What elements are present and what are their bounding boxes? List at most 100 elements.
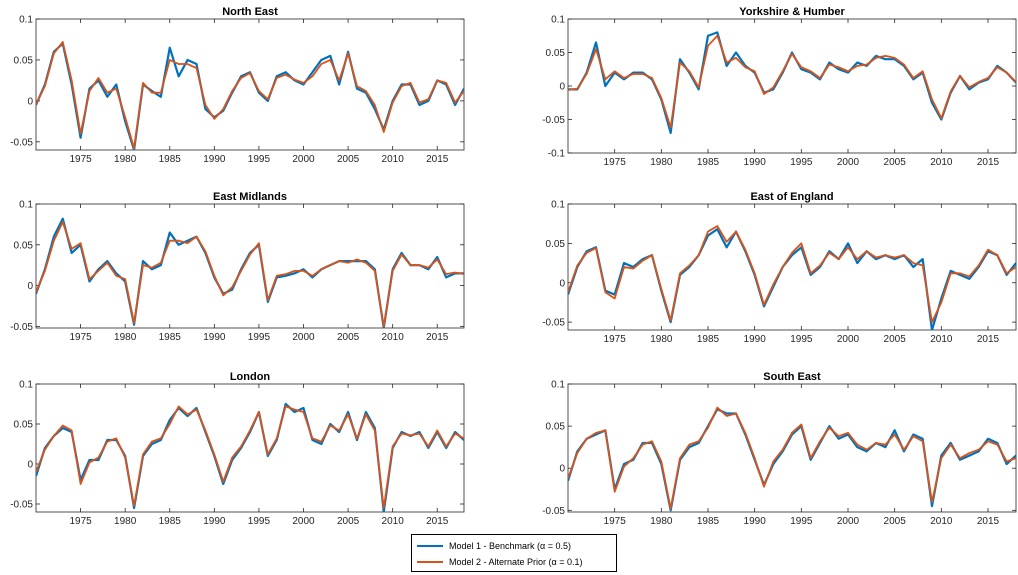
x-tick-label: 2000: [837, 516, 860, 527]
panel-1: North East -0.05 0 0.05 0.1 1975 1980 1985 1990 1…: [10, 6, 465, 165]
x-tick-label: 2000: [837, 334, 860, 345]
panel-3: East Midlands -0.05 0 0.05 0.1 1975 1980 1985 19…: [10, 191, 465, 343]
y-tick-label: 0: [27, 281, 33, 292]
y-tick-label: 0.05: [14, 55, 34, 66]
x-tick-label: 1980: [650, 157, 673, 168]
x-tick-label: 1980: [650, 334, 673, 345]
x-tick-label: 1980: [114, 516, 137, 527]
x-tick-label: 1990: [203, 154, 226, 165]
y-tick-label: -0.05: [10, 137, 33, 148]
legend-label-model-2: Model 2 - Alternate Prior (α = 0.1): [449, 557, 583, 567]
x-tick-label: 2000: [292, 516, 315, 527]
x-tick-label: 1985: [159, 154, 182, 165]
y-tick-label: 0.05: [546, 239, 566, 250]
x-tick-label: 2005: [337, 332, 360, 343]
panel-title: Yorkshire & Humber: [739, 6, 845, 18]
x-tick-label: 1975: [69, 154, 92, 165]
legend-item-model-2: Model 2 - Alternate Prior (α = 0.1): [412, 555, 583, 569]
x-tick-label: 1980: [650, 516, 673, 527]
y-tick-label: 0.1: [551, 380, 565, 391]
x-tick-label: 1995: [790, 334, 813, 345]
y-tick-label: 0: [559, 278, 565, 289]
panel-2: Yorkshire & Humber -0.1 -0.05 0 0.05 0.1 1975 1…: [542, 6, 1017, 168]
axes-box: [567, 18, 1017, 154]
x-tick-label: 1980: [114, 154, 137, 165]
x-tick-label: 1975: [604, 334, 627, 345]
panel-title: North East: [222, 6, 278, 18]
x-tick-label: 1975: [604, 157, 627, 168]
axes-box: [567, 203, 1017, 331]
x-tick-label: 1995: [248, 332, 271, 343]
panel-6: South East -0.05 0 0.05 0.1 1975 1980 1985 1990 1…: [542, 371, 1017, 527]
x-tick-label: 1990: [744, 157, 767, 168]
y-tick-label: 0: [559, 82, 565, 93]
series-line-model-1: [568, 31, 1016, 134]
x-tick-label: 2015: [426, 332, 449, 343]
panel-title: South East: [763, 371, 821, 383]
y-tick-label: 0.1: [19, 380, 33, 391]
legend-swatch-model-2: [417, 560, 443, 564]
series-line-model-2: [568, 406, 1016, 510]
x-tick-label: 1980: [114, 332, 137, 343]
y-tick-label: 0.05: [546, 422, 566, 433]
x-tick-label: 1990: [744, 516, 767, 527]
x-tick-label: 2010: [382, 332, 405, 343]
x-tick-label: 1990: [203, 516, 226, 527]
x-tick-label: 1990: [203, 332, 226, 343]
x-tick-label: 1975: [69, 332, 92, 343]
y-tick-label: 0: [27, 96, 33, 107]
x-tick-label: 2015: [977, 516, 1000, 527]
y-tick-label: 0.1: [551, 15, 565, 26]
y-tick-label: -0.1: [548, 149, 566, 160]
y-tick-label: 0: [559, 464, 565, 475]
y-tick-label: 0.05: [14, 240, 34, 251]
y-tick-label: -0.05: [10, 500, 33, 511]
x-tick-label: 1995: [248, 516, 271, 527]
y-tick-label: 0.05: [546, 48, 566, 59]
x-tick-label: 1985: [159, 516, 182, 527]
x-tick-label: 2005: [337, 154, 360, 165]
x-tick-label: 2005: [884, 516, 907, 527]
panel-title: London: [230, 371, 271, 383]
x-tick-label: 2015: [426, 154, 449, 165]
series-line-model-2: [568, 34, 1016, 129]
legend-item-model-1: Model 1 - Benchmark (α = 0.5): [412, 539, 571, 553]
x-tick-label: 2010: [930, 334, 953, 345]
y-tick-label: -0.05: [542, 506, 565, 517]
x-tick-label: 2015: [977, 157, 1000, 168]
y-tick-label: 0.1: [19, 15, 33, 26]
legend-label-model-1: Model 1 - Benchmark (α = 0.5): [449, 541, 572, 551]
x-tick-label: 1975: [604, 516, 627, 527]
series-line-model-2: [36, 221, 464, 328]
axes-box: [35, 383, 465, 513]
x-tick-label: 1990: [744, 334, 767, 345]
y-tick-label: -0.05: [542, 318, 565, 329]
axes-box: [567, 383, 1017, 513]
x-tick-label: 2015: [977, 334, 1000, 345]
x-tick-label: 2005: [337, 516, 360, 527]
x-tick-label: 1995: [248, 154, 271, 165]
panel-title: East of England: [750, 191, 833, 203]
panel-4: East of England -0.05 0 0.05 0.1 1975 1980 1985…: [542, 191, 1017, 345]
panel-5: London -0.05 0 0.05 0.1 1975 1980 1985 1990 1995 2…: [10, 371, 465, 527]
x-tick-label: 2005: [884, 334, 907, 345]
y-tick-label: 0: [27, 460, 33, 471]
series-line-model-2: [36, 41, 464, 150]
y-tick-label: 0.1: [551, 200, 565, 211]
x-tick-label: 2000: [292, 154, 315, 165]
x-tick-label: 1985: [697, 516, 720, 527]
x-tick-label: 1975: [69, 516, 92, 527]
y-tick-label: 0.1: [19, 200, 33, 211]
x-tick-label: 2010: [382, 154, 405, 165]
x-tick-label: 2015: [426, 516, 449, 527]
x-tick-label: 2010: [930, 516, 953, 527]
y-tick-label: 0.05: [14, 420, 34, 431]
series-line-model-2: [568, 225, 1016, 324]
legend-swatch-model-1: [417, 544, 443, 548]
x-tick-label: 2005: [884, 157, 907, 168]
series-line-model-1: [568, 228, 1016, 330]
x-tick-label: 2010: [930, 157, 953, 168]
series-line-model-2: [36, 405, 464, 509]
x-tick-label: 2000: [837, 157, 860, 168]
